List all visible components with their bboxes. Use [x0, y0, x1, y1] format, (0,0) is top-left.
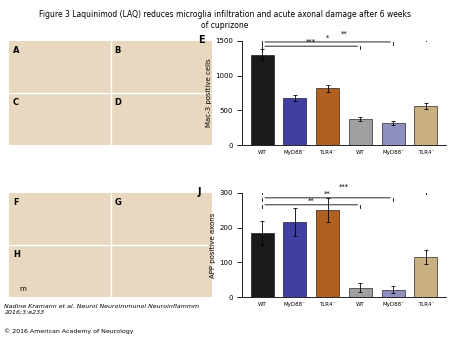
- Text: B: B: [115, 46, 121, 55]
- Text: ***: ***: [339, 184, 349, 190]
- Bar: [349, 288, 372, 297]
- Y-axis label: APP positive axons: APP positive axons: [211, 212, 216, 278]
- Text: A: A: [13, 46, 19, 55]
- Bar: [251, 54, 274, 145]
- Text: G: G: [115, 198, 122, 207]
- Text: Nadine Kramann et al. Neurol Neuroimmunol Neuroinflammm
2016;3:e233: Nadine Kramann et al. Neurol Neuroimmuno…: [4, 304, 200, 315]
- Text: F: F: [13, 198, 19, 207]
- Bar: [251, 233, 274, 297]
- Bar: [382, 290, 405, 297]
- Bar: [316, 88, 339, 145]
- Bar: [414, 257, 437, 297]
- Text: D: D: [115, 98, 122, 107]
- Text: **: **: [308, 198, 315, 204]
- Text: H: H: [13, 250, 20, 259]
- Bar: [414, 106, 437, 145]
- Text: E: E: [198, 35, 204, 45]
- Text: *: *: [326, 35, 329, 41]
- Text: ***: ***: [306, 39, 316, 45]
- Text: **: **: [324, 191, 331, 197]
- Bar: [316, 210, 339, 297]
- Text: © 2016 American Academy of Neurology: © 2016 American Academy of Neurology: [4, 328, 134, 334]
- Bar: [284, 98, 306, 145]
- Text: Figure 3 Laquinimod (LAQ) reduces microglia infiltration and acute axonal damage: Figure 3 Laquinimod (LAQ) reduces microg…: [39, 10, 411, 29]
- Bar: [349, 119, 372, 145]
- Y-axis label: Mac-3 positive cells: Mac-3 positive cells: [206, 58, 212, 127]
- Text: m: m: [19, 286, 26, 292]
- Bar: [382, 123, 405, 145]
- Text: J: J: [198, 187, 201, 197]
- Text: C: C: [13, 98, 19, 107]
- Bar: [284, 222, 306, 297]
- Text: **: **: [341, 31, 347, 37]
